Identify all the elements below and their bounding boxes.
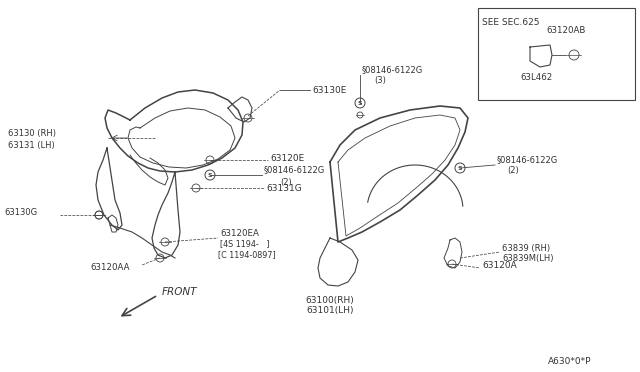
Text: (2): (2) [507,166,519,174]
Text: 63131G: 63131G [266,183,301,192]
Text: 63839M(LH): 63839M(LH) [502,253,554,263]
Text: 63131 (LH): 63131 (LH) [8,141,55,150]
Text: S: S [358,100,362,106]
Text: 63120E: 63120E [270,154,304,163]
Text: §08146-6122G: §08146-6122G [362,65,423,74]
Text: 63130 (RH): 63130 (RH) [8,128,56,138]
Text: 63130E: 63130E [312,86,346,94]
Text: [4S 1194-   ]: [4S 1194- ] [220,240,269,248]
Text: 63101(LH): 63101(LH) [307,305,354,314]
Bar [478,8,635,100]
Text: 63120EA: 63120EA [220,228,259,237]
Text: 63839 (RH): 63839 (RH) [502,244,550,253]
Text: (2): (2) [280,177,292,186]
Text: §08146-6122G: §08146-6122G [264,166,325,174]
Text: A630*0*P: A630*0*P [548,357,591,366]
Text: S: S [458,166,462,170]
Text: 63130G: 63130G [4,208,37,217]
Text: [C 1194-0897]: [C 1194-0897] [218,250,276,260]
Text: SEE SEC.625: SEE SEC.625 [482,17,540,26]
Text: (3): (3) [374,76,386,84]
Text: FRONT: FRONT [162,287,198,297]
Text: 63100(RH): 63100(RH) [306,295,355,305]
Text: 63120A: 63120A [482,260,516,269]
Text: S: S [208,173,212,177]
Text: §08146-6122G: §08146-6122G [497,155,558,164]
Text: 63L462: 63L462 [520,73,552,81]
Text: 63120AA: 63120AA [90,263,129,273]
Text: 63120AB: 63120AB [546,26,586,35]
